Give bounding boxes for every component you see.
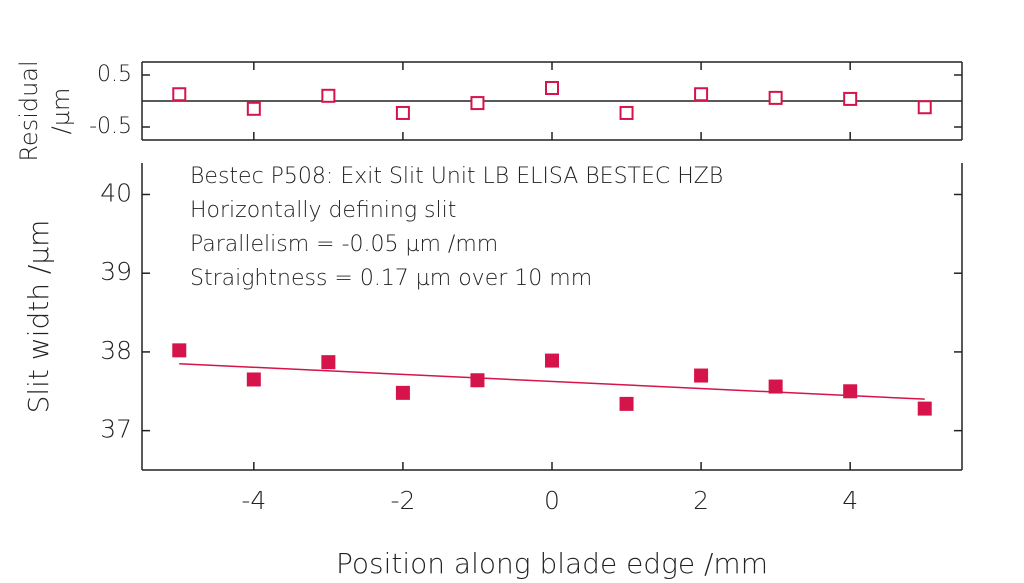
x-tick-label: 2 bbox=[693, 486, 709, 515]
annotation: Bestec P508: Exit Slit Unit LB ELISA BES… bbox=[190, 164, 723, 189]
y-axis-label: Slit width /µm bbox=[22, 220, 55, 414]
y-tick-label: 0.5 bbox=[97, 62, 132, 87]
x-tick-label: 4 bbox=[842, 486, 858, 515]
fit-line bbox=[179, 362, 925, 400]
y-tick-label: 40 bbox=[100, 178, 132, 207]
data-point bbox=[917, 100, 932, 115]
data-point bbox=[470, 96, 485, 111]
data-point bbox=[321, 88, 336, 103]
y-tick-label: 39 bbox=[100, 257, 132, 286]
data-point bbox=[768, 379, 783, 394]
y-axis-label: /µm bbox=[47, 88, 75, 135]
x-tick-label: -4 bbox=[241, 486, 266, 515]
data-point bbox=[694, 368, 709, 383]
annotation: Parallelism = -0.05 µm /mm bbox=[190, 232, 498, 257]
data-point bbox=[917, 401, 932, 416]
data-point bbox=[545, 81, 559, 95]
data-point bbox=[694, 87, 709, 102]
data-point bbox=[172, 87, 187, 102]
data-point bbox=[619, 396, 634, 411]
y-tick-label: 37 bbox=[100, 415, 132, 444]
x-axis-label: Position along blade edge /mm bbox=[336, 547, 768, 580]
x-tick-label: 0 bbox=[544, 486, 560, 515]
data-point bbox=[395, 105, 410, 120]
data-point bbox=[545, 353, 559, 368]
y-tick-label: -0.5 bbox=[89, 114, 132, 139]
data-point bbox=[395, 385, 410, 400]
annotation: Straightness = 0.17 µm over 10 mm bbox=[190, 266, 592, 291]
data-point bbox=[470, 373, 485, 388]
data-point bbox=[246, 372, 261, 387]
data-point bbox=[321, 355, 336, 370]
annotation: Horizontally defining slit bbox=[190, 198, 456, 223]
y-tick-label: 38 bbox=[100, 336, 132, 365]
x-tick-label: -2 bbox=[390, 486, 415, 515]
data-point bbox=[843, 91, 858, 106]
data-point bbox=[619, 105, 634, 120]
data-point bbox=[768, 90, 783, 105]
data-point bbox=[843, 384, 858, 399]
data-point bbox=[172, 343, 187, 358]
y-axis-label: Residual bbox=[15, 60, 43, 161]
data-point bbox=[246, 101, 261, 116]
